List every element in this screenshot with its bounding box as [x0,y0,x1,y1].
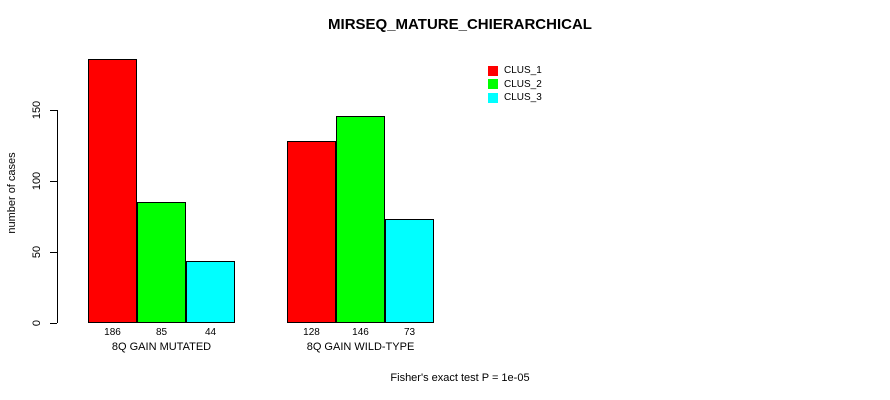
y-tick [50,252,57,253]
legend-item: CLUS_3 [488,91,542,105]
y-tick-label: 0 [31,319,43,327]
legend: CLUS_1 CLUS_2 CLUS_3 [488,64,542,105]
bar-value-label: 186 [104,327,121,338]
bar-clus_2-0 [137,202,186,323]
x-category-label: 8Q GAIN MUTATED [111,341,212,353]
bar-value-label: 85 [155,327,168,338]
bar-clus_2-1 [336,116,385,323]
y-tick-label: 150 [31,100,43,120]
chart-title: MIRSEQ_MATURE_CHIERARCHICAL [328,16,592,33]
y-tick-label: 50 [31,245,43,259]
fisher-test-annotation: Fisher's exact test P = 1e-05 [390,372,530,384]
legend-label: CLUS_1 [504,65,542,77]
legend-label: CLUS_3 [504,92,542,104]
y-tick-label: 100 [31,171,43,191]
bar-clus_1-0 [88,59,137,323]
y-axis-line [57,110,58,323]
bar-clus_3-1 [385,219,434,323]
legend-swatch-clus_3 [488,92,498,103]
y-tick [50,181,57,182]
bar-value-label: 128 [303,327,320,338]
bar-clus_1-1 [287,141,336,323]
y-tick [50,323,57,324]
legend-label: CLUS_2 [504,78,542,90]
legend-swatch-clus_2 [488,79,498,90]
bar-value-label: 73 [403,327,416,338]
legend-swatch-clus_1 [488,65,498,76]
legend-item: CLUS_1 [488,64,542,78]
bar-value-label: 146 [352,327,369,338]
y-axis-label: number of cases [6,152,18,234]
legend-item: CLUS_2 [488,78,542,92]
bar-value-label: 44 [204,327,217,338]
x-category-label: 8Q GAIN WILD-TYPE [306,341,415,353]
bar-clus_3-0 [186,261,235,323]
y-tick [50,110,57,111]
